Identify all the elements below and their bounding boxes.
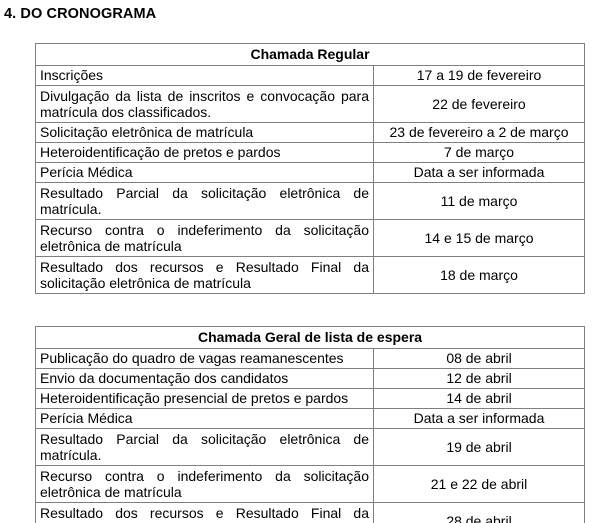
- date-cell: 22 de fevereiro: [372, 85, 586, 123]
- table-row: Envio da documentação dos candidatos 12 …: [35, 368, 586, 389]
- table-row: Publicação do quadro de vagas reamanesce…: [35, 348, 586, 369]
- table-row: Perícia Médica Data a ser informada: [35, 408, 586, 429]
- section-title: 4. DO CRONOGRAMA: [4, 6, 157, 22]
- table-row: Divulgação da lista de inscritos e convo…: [35, 85, 586, 123]
- table-row: Recurso contra o indeferimento da solici…: [35, 465, 586, 503]
- date-cell: 14 e 15 de março: [372, 219, 586, 257]
- date-cell: Data a ser informada: [372, 162, 586, 183]
- date-cell: 14 de abril: [372, 388, 586, 409]
- table-row: Heteroidentificação presencial de pretos…: [35, 388, 586, 409]
- event-cell: Perícia Médica: [35, 408, 374, 429]
- date-cell: 7 de março: [372, 142, 586, 163]
- table-row: Perícia Médica Data a ser informada: [35, 162, 586, 183]
- event-cell: Resultado dos recursos e Resultado Final…: [35, 502, 374, 523]
- event-cell: Resultado Parcial da solicitação eletrôn…: [35, 182, 374, 220]
- table-header-row: Chamada Regular: [34, 43, 586, 66]
- table-row: Inscrições 17 a 19 de fevereiro: [35, 65, 586, 86]
- table-title: Chamada Regular: [34, 43, 586, 66]
- table-header-row: Chamada Geral de lista de espera: [34, 326, 586, 349]
- chamada-regular-section: Chamada Regular Inscrições 17 a 19 de fe…: [34, 43, 607, 294]
- date-cell: 11 de março: [372, 182, 586, 220]
- event-cell: Resultado dos recursos e Resultado Final…: [35, 256, 374, 294]
- date-cell: 19 de abril: [372, 428, 586, 466]
- table-row: Resultado Parcial da solicitação eletrôn…: [35, 182, 586, 220]
- chamada-geral-section: Chamada Geral de lista de espera Publica…: [34, 326, 607, 523]
- date-cell: 17 a 19 de fevereiro: [372, 65, 586, 86]
- date-cell: 18 de março: [372, 256, 586, 294]
- date-cell: 08 de abril: [372, 348, 586, 369]
- date-cell: 28 de abril: [372, 502, 586, 523]
- event-cell: Recurso contra o indeferimento da solici…: [35, 219, 374, 257]
- date-cell: 23 de fevereiro a 2 de março: [372, 122, 586, 143]
- chamada-regular-table: Chamada Regular Inscrições 17 a 19 de fe…: [34, 43, 586, 294]
- event-cell: Heteroidentificação de pretos e pardos: [35, 142, 374, 163]
- event-cell: Resultado Parcial da solicitação eletrôn…: [35, 428, 374, 466]
- event-cell: Solicitação eletrônica de matrícula: [35, 122, 374, 143]
- event-cell: Divulgação da lista de inscritos e convo…: [35, 85, 374, 123]
- date-cell: Data a ser informada: [372, 408, 586, 429]
- table-row: Solicitação eletrônica de matrícula 23 d…: [35, 122, 586, 143]
- date-cell: 12 de abril: [372, 368, 586, 389]
- event-cell: Publicação do quadro de vagas reamanesce…: [35, 348, 374, 369]
- table-row: Resultado dos recursos e Resultado Final…: [35, 502, 586, 523]
- event-cell: Inscrições: [35, 65, 374, 86]
- table-title: Chamada Geral de lista de espera: [34, 326, 586, 349]
- event-cell: Envio da documentação dos candidatos: [35, 368, 374, 389]
- table-row: Resultado Parcial da solicitação eletrôn…: [35, 428, 586, 466]
- table-row: Resultado dos recursos e Resultado Final…: [35, 256, 586, 294]
- event-cell: Heteroidentificação presencial de pretos…: [35, 388, 374, 409]
- chamada-geral-table: Chamada Geral de lista de espera Publica…: [34, 326, 586, 523]
- table-row: Heteroidentificação de pretos e pardos 7…: [35, 142, 586, 163]
- table-row: Recurso contra o indeferimento da solici…: [35, 219, 586, 257]
- event-cell: Recurso contra o indeferimento da solici…: [35, 465, 374, 503]
- event-cell: Perícia Médica: [35, 162, 374, 183]
- date-cell: 21 e 22 de abril: [372, 465, 586, 503]
